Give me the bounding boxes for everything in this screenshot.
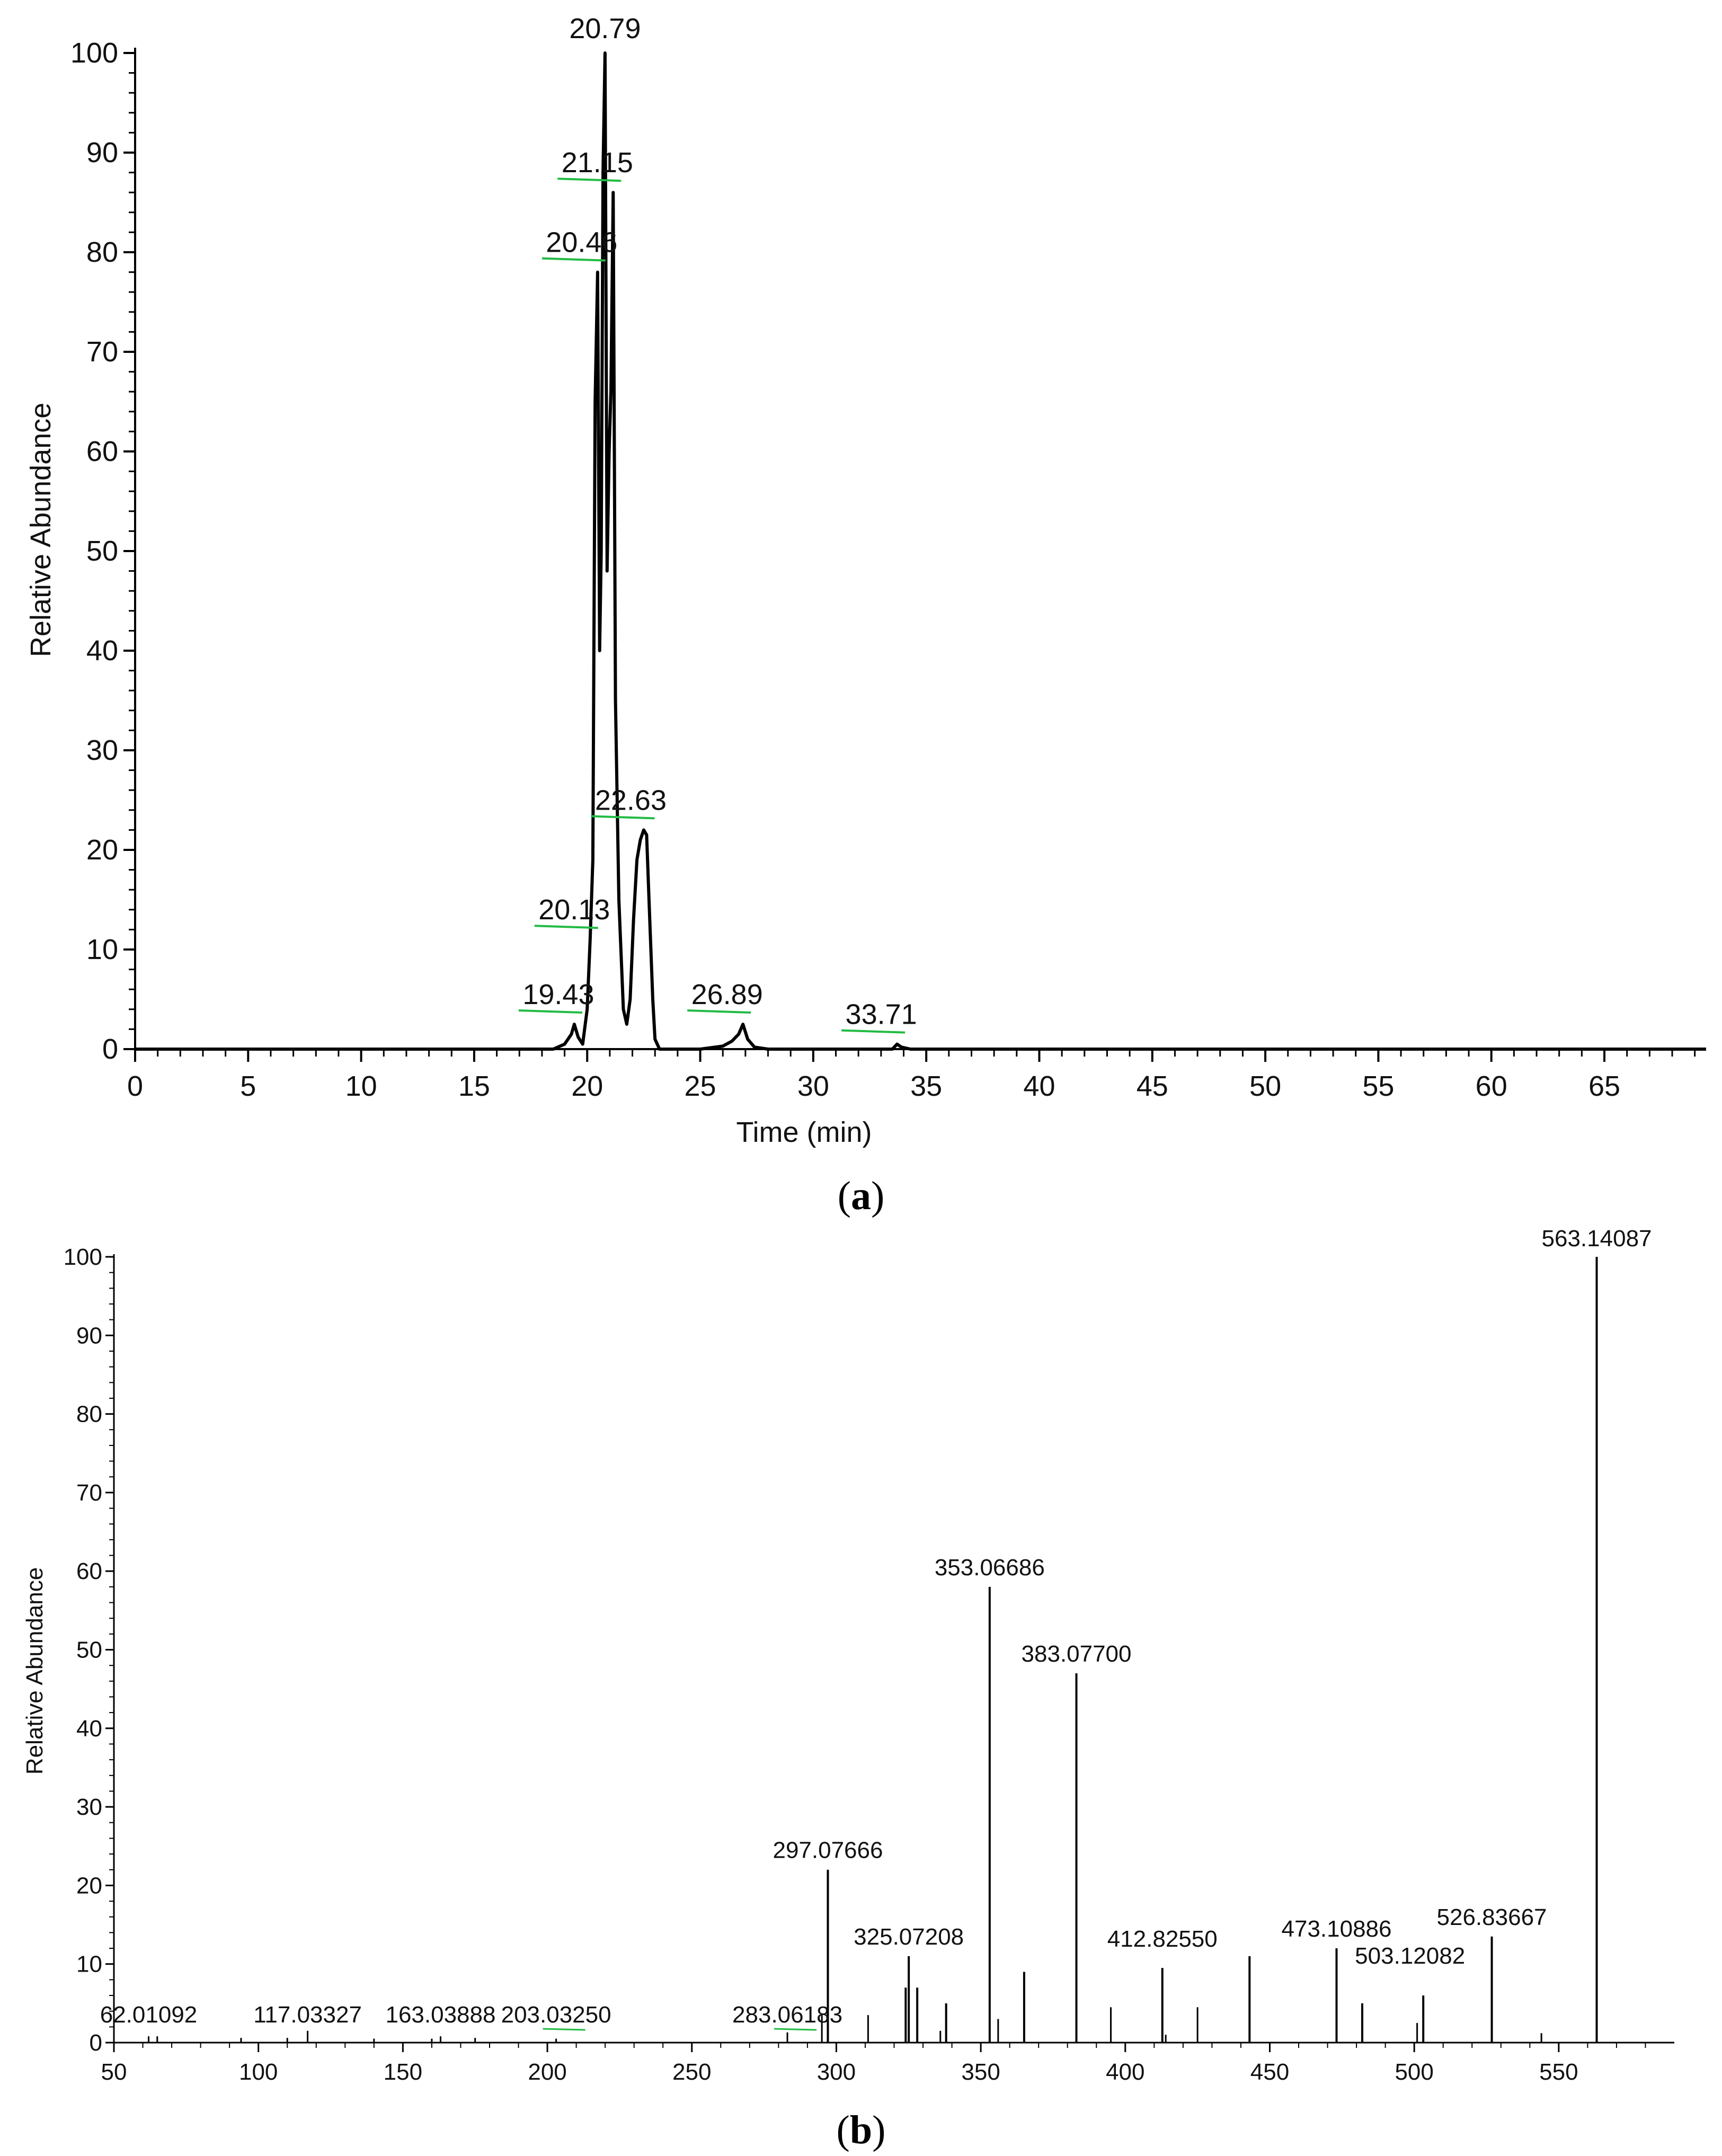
peak-label: 383.07700 bbox=[1022, 1641, 1132, 1667]
y-tick-label: 90 bbox=[86, 137, 118, 168]
chromatogram-panel: 0 10 20 30 40 50 60 70 80 90 100 0 5 10 15 20 25 30 35 40 45… bbox=[25, 13, 1706, 1148]
y-tick-label: 10 bbox=[76, 1951, 102, 1977]
x-tick-label: 0 bbox=[127, 1070, 143, 1102]
x-tick-label: 5 bbox=[240, 1070, 256, 1102]
x-tick-label: 450 bbox=[1250, 2059, 1289, 2085]
y-tick-label: 40 bbox=[86, 635, 118, 667]
x-tick-label: 45 bbox=[1137, 1070, 1168, 1102]
x-tick-label: 65 bbox=[1588, 1070, 1620, 1102]
y-tick-label: 100 bbox=[64, 1244, 102, 1270]
y-tick-label: 70 bbox=[76, 1480, 102, 1506]
peak-label-marker bbox=[543, 2028, 585, 2031]
peak-label: 163.03888 bbox=[385, 2002, 495, 2028]
peak-label: 20.46 bbox=[546, 227, 617, 259]
x-axis-title: Time (min) bbox=[736, 1116, 872, 1148]
peak-label: 526.83667 bbox=[1437, 1904, 1547, 1930]
x-tick-label: 550 bbox=[1539, 2059, 1578, 2085]
y-tick-label: 20 bbox=[76, 1873, 102, 1898]
peak-label-marker bbox=[687, 1009, 751, 1014]
peak-label-marker bbox=[774, 2028, 817, 2031]
chromatogram-trace bbox=[135, 51, 1706, 1051]
y-tick-label: 100 bbox=[70, 37, 118, 69]
y-tick-label: 40 bbox=[76, 1716, 102, 1742]
y-tick-label: 50 bbox=[76, 1637, 102, 1663]
peak-label: 22.63 bbox=[595, 784, 667, 816]
panel-caption-b: (b) bbox=[837, 2108, 886, 2152]
peak-label: 20.13 bbox=[538, 894, 610, 926]
x-tick-label: 20 bbox=[571, 1070, 603, 1102]
peak-label-marker bbox=[591, 815, 655, 820]
x-tick-label: 40 bbox=[1023, 1070, 1055, 1102]
x-tick-label: 15 bbox=[458, 1070, 490, 1102]
peak-label: 325.07208 bbox=[854, 1924, 964, 1950]
peak-label: 412.82550 bbox=[1107, 1926, 1218, 1952]
y-tick-label: 80 bbox=[86, 236, 118, 268]
x-tick-label: 35 bbox=[910, 1070, 942, 1102]
x-tick-label: 400 bbox=[1106, 2059, 1144, 2085]
peak-label: 20.79 bbox=[569, 13, 641, 45]
peak-label-marker bbox=[534, 925, 598, 929]
y-tick-label: 30 bbox=[76, 1794, 102, 1820]
peak-label: 563.14087 bbox=[1542, 1226, 1652, 1252]
peak-label: 33.71 bbox=[846, 999, 917, 1031]
y-tick-label: 50 bbox=[86, 535, 118, 567]
peak-label: 26.89 bbox=[691, 979, 763, 1010]
peak-label-marker bbox=[542, 257, 606, 262]
x-tick-label: 25 bbox=[685, 1070, 716, 1102]
y-tick-label: 10 bbox=[86, 934, 118, 965]
peak-label-marker bbox=[518, 1009, 582, 1014]
x-tick-label: 300 bbox=[817, 2059, 856, 2085]
peak-label: 353.06686 bbox=[935, 1555, 1045, 1581]
x-tick-label: 350 bbox=[961, 2059, 1000, 2085]
y-tick-label: 70 bbox=[86, 336, 118, 368]
y-tick-label: 0 bbox=[90, 2030, 102, 2056]
y-axis-title: Relative Abundance bbox=[25, 403, 57, 657]
peak-label: 117.03327 bbox=[253, 2002, 362, 2028]
x-tick-label: 30 bbox=[797, 1070, 829, 1102]
x-tick-label: 50 bbox=[101, 2059, 127, 2085]
y-tick-label: 90 bbox=[76, 1323, 102, 1348]
peak-label: 19.43 bbox=[522, 979, 594, 1010]
panel-caption-a: (a) bbox=[838, 1174, 885, 1218]
x-tick-label: 200 bbox=[528, 2059, 566, 2085]
x-tick-label: 50 bbox=[1249, 1070, 1281, 1102]
x-tick-label: 10 bbox=[345, 1070, 377, 1102]
peak-label: 297.07666 bbox=[773, 1838, 883, 1864]
peak-label: 62.01092 bbox=[100, 2002, 198, 2028]
y-tick-label: 20 bbox=[86, 834, 118, 866]
peak-label-marker bbox=[557, 178, 622, 182]
x-tick-label: 500 bbox=[1395, 2059, 1433, 2085]
peak-label: 503.12082 bbox=[1355, 1943, 1465, 1969]
y-tick-label: 0 bbox=[102, 1033, 118, 1065]
x-tick-label: 100 bbox=[239, 2059, 278, 2085]
x-tick-label: 60 bbox=[1476, 1070, 1507, 1102]
x-tick-label: 150 bbox=[384, 2059, 422, 2085]
y-tick-label: 60 bbox=[86, 436, 118, 467]
peak-label: 203.03250 bbox=[501, 2002, 611, 2028]
y-axis-title: Relative Abundance bbox=[22, 1567, 48, 1775]
y-tick-label: 30 bbox=[86, 734, 118, 766]
y-tick-label: 60 bbox=[76, 1558, 102, 1584]
x-tick-label: 250 bbox=[672, 2059, 711, 2085]
x-tick-label: 55 bbox=[1362, 1070, 1394, 1102]
peak-label-marker bbox=[841, 1029, 906, 1034]
peak-label: 473.10886 bbox=[1282, 1916, 1392, 1942]
mass-spectrum-panel: 0 10 20 30 40 50 60 70 80 90 100 50 100 150 200 250 300 3… bbox=[22, 1226, 1674, 2085]
y-tick-label: 80 bbox=[76, 1401, 102, 1427]
peak-label: 21.15 bbox=[562, 147, 633, 179]
peak-label: 283.06183 bbox=[732, 2002, 842, 2028]
